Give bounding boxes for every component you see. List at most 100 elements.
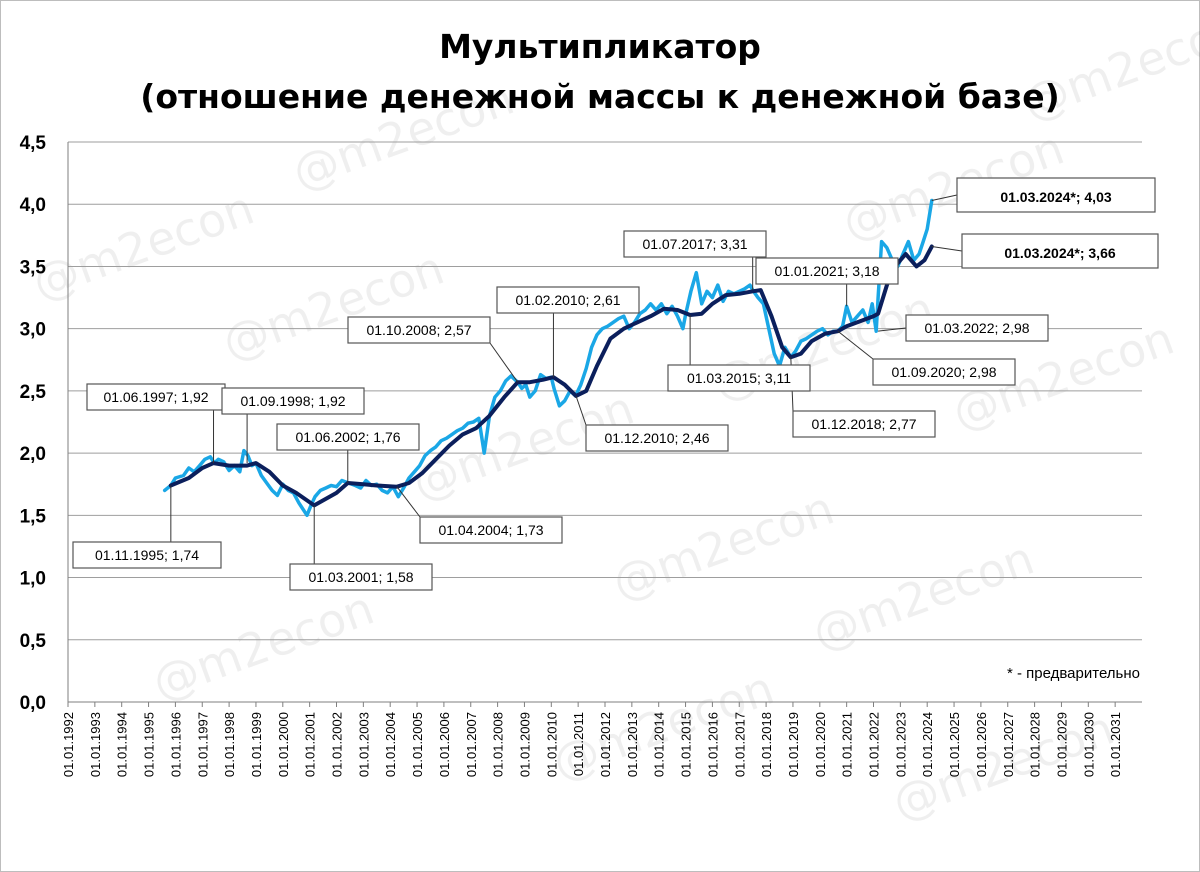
x-tick-labels: 01.01.1992 01.01.1993 01.01.1994 01.01.1995… — [61, 712, 1123, 777]
y-tick-label: 4,5 — [20, 133, 47, 154]
annotation-box — [221, 387, 365, 415]
annotation-leader — [396, 486, 421, 518]
x-tick-label: 01.01.2000 — [276, 712, 291, 777]
annotation-box — [347, 316, 491, 344]
chart-title-block: Мультипликатор (отношение денежной массы… — [0, 22, 1200, 122]
watermark-text: @m2econ — [25, 181, 261, 311]
x-tick-label: 01.01.2002 — [330, 712, 345, 777]
x-tick-label: 01.01.2004 — [383, 712, 398, 777]
x-tick-label: 01.01.2014 — [652, 712, 667, 777]
annotation-box — [956, 177, 1156, 213]
x-tick-label: 01.01.2001 — [303, 712, 318, 777]
y-tick-label: 0,0 — [20, 693, 46, 714]
x-tick-label: 01.01.2010 — [544, 712, 559, 777]
annotation-box — [585, 424, 729, 452]
x-tick-label: 01.01.1996 — [168, 712, 183, 777]
chart-title: Мультипликатор — [439, 27, 761, 66]
y-tick-label: 0,5 — [20, 631, 47, 652]
x-tick-label: 01.01.2028 — [1028, 712, 1043, 777]
annotation-label: 01.03.2022; 2,98 — [924, 320, 1029, 336]
x-tick-label: 01.01.1995 — [142, 712, 157, 777]
annotation-box — [905, 314, 1049, 342]
series-lines — [162, 198, 934, 518]
annotation-leader — [931, 246, 963, 252]
x-tick-label: 01.01.2029 — [1054, 712, 1069, 777]
watermark-layer: @m2econ@m2econ@m2econ@m2econ@m2econ@m2ec… — [25, 1, 1200, 831]
x-tick-label: 01.01.2026 — [974, 712, 989, 777]
x-tick-label: 01.01.2023 — [893, 712, 908, 777]
annotation-label: 01.10.2008; 2,57 — [366, 322, 471, 338]
annotation-box — [792, 410, 936, 438]
annotation-box — [667, 364, 811, 392]
y-tick-label: 3,5 — [20, 257, 47, 278]
series-line-smoothed — [168, 244, 934, 508]
annotation-box — [496, 286, 640, 314]
y-tick-label: 3,0 — [20, 320, 46, 341]
watermark-text: @m2econ — [605, 481, 841, 611]
x-tick-label: 01.01.2013 — [625, 712, 640, 777]
x-tick-label: 01.01.2009 — [517, 712, 532, 777]
x-tick-label: 01.01.2024 — [920, 712, 935, 777]
x-tick-label: 01.01.1993 — [88, 712, 103, 777]
x-tick-label: 01.01.2019 — [786, 712, 801, 777]
annotation-box — [623, 230, 767, 258]
annotation-leader — [575, 395, 587, 426]
annotation-label: 01.12.2018; 2,77 — [811, 416, 916, 432]
annotation-leaders — [170, 194, 963, 564]
x-tick-label: 01.01.2025 — [947, 712, 962, 777]
annotation-leader — [489, 342, 519, 383]
y-tick-label: 4,0 — [20, 195, 46, 216]
annotation-label: 01.03.2024*; 3,66 — [1004, 245, 1116, 261]
annotation-box — [276, 423, 420, 451]
watermark-text: @m2econ — [145, 581, 381, 711]
preliminary-note: * - предварительно — [1006, 665, 1140, 682]
x-tick-label: 01.01.2020 — [813, 712, 828, 777]
x-tick-label: 01.01.1999 — [249, 712, 264, 777]
x-tick-label: 01.01.1994 — [115, 712, 130, 777]
annotation-label: 01.07.2017; 3,31 — [642, 236, 747, 252]
annotation-label: 01.06.2002; 1,76 — [295, 429, 400, 445]
annotation-label: 01.12.2010; 2,46 — [604, 430, 709, 446]
y-tick-label: 1,5 — [20, 506, 47, 527]
annotation-leader — [931, 194, 958, 201]
annotation-label: 01.09.1998; 1,92 — [240, 393, 345, 409]
y-tick-label: 2,5 — [20, 382, 47, 403]
annotation-label: 01.03.2015; 3,11 — [687, 370, 791, 386]
x-tick-label: 01.01.2008 — [491, 712, 506, 777]
annotation-label: 01.06.1997; 1,92 — [103, 389, 208, 405]
x-tick-label: 01.01.2016 — [705, 712, 720, 777]
x-tick-label: 01.01.2015 — [679, 712, 694, 777]
x-tick-label: 01.01.1997 — [195, 712, 210, 777]
annotation-label: 01.02.2010; 2,61 — [515, 292, 620, 308]
x-tick-label: 01.01.2018 — [759, 712, 774, 777]
x-tick-label: 01.01.2027 — [1001, 712, 1016, 777]
x-tick-label: 01.01.2030 — [1081, 712, 1096, 777]
annotation-label: 01.03.2001; 1,58 — [308, 569, 413, 585]
x-tick-label: 01.01.2007 — [464, 712, 479, 777]
annotation-leader — [878, 327, 907, 332]
annotation-label: 01.11.1995; 1,74 — [95, 547, 199, 563]
chart-subtitle: (отношение денежной массы к денежной баз… — [140, 77, 1060, 116]
annotation-box — [961, 233, 1159, 269]
annotation-box — [755, 257, 899, 285]
x-tick-label: 01.01.2031 — [1108, 712, 1123, 777]
y-tick-label: 2,0 — [20, 444, 46, 465]
x-tick-label: 01.01.2022 — [867, 712, 882, 777]
x-tick-label: 01.01.2005 — [410, 712, 425, 777]
x-tick-label: 01.01.2021 — [840, 712, 855, 777]
annotation-box — [419, 516, 563, 544]
annotation-box — [872, 358, 1016, 386]
annotation-callouts: 01.11.1995; 1,74 01.06.1997; 1,92 01.09.19… — [72, 177, 1159, 591]
x-tick-label: 01.01.2003 — [356, 712, 371, 777]
y-tick-label: 1,0 — [20, 569, 46, 590]
x-tick-label: 01.01.1992 — [61, 712, 76, 777]
x-tick-label: 01.01.2017 — [732, 712, 747, 777]
x-tick-label: 01.01.2012 — [598, 712, 613, 777]
annotation-box — [72, 541, 222, 569]
annotation-leader — [837, 330, 874, 360]
annotation-label: 01.03.2024*; 4,03 — [1000, 189, 1112, 205]
watermark-text: @m2econ — [215, 241, 451, 371]
annotation-label: 01.09.2020; 2,98 — [891, 364, 996, 380]
annotation-label: 01.04.2004; 1,73 — [438, 522, 543, 538]
